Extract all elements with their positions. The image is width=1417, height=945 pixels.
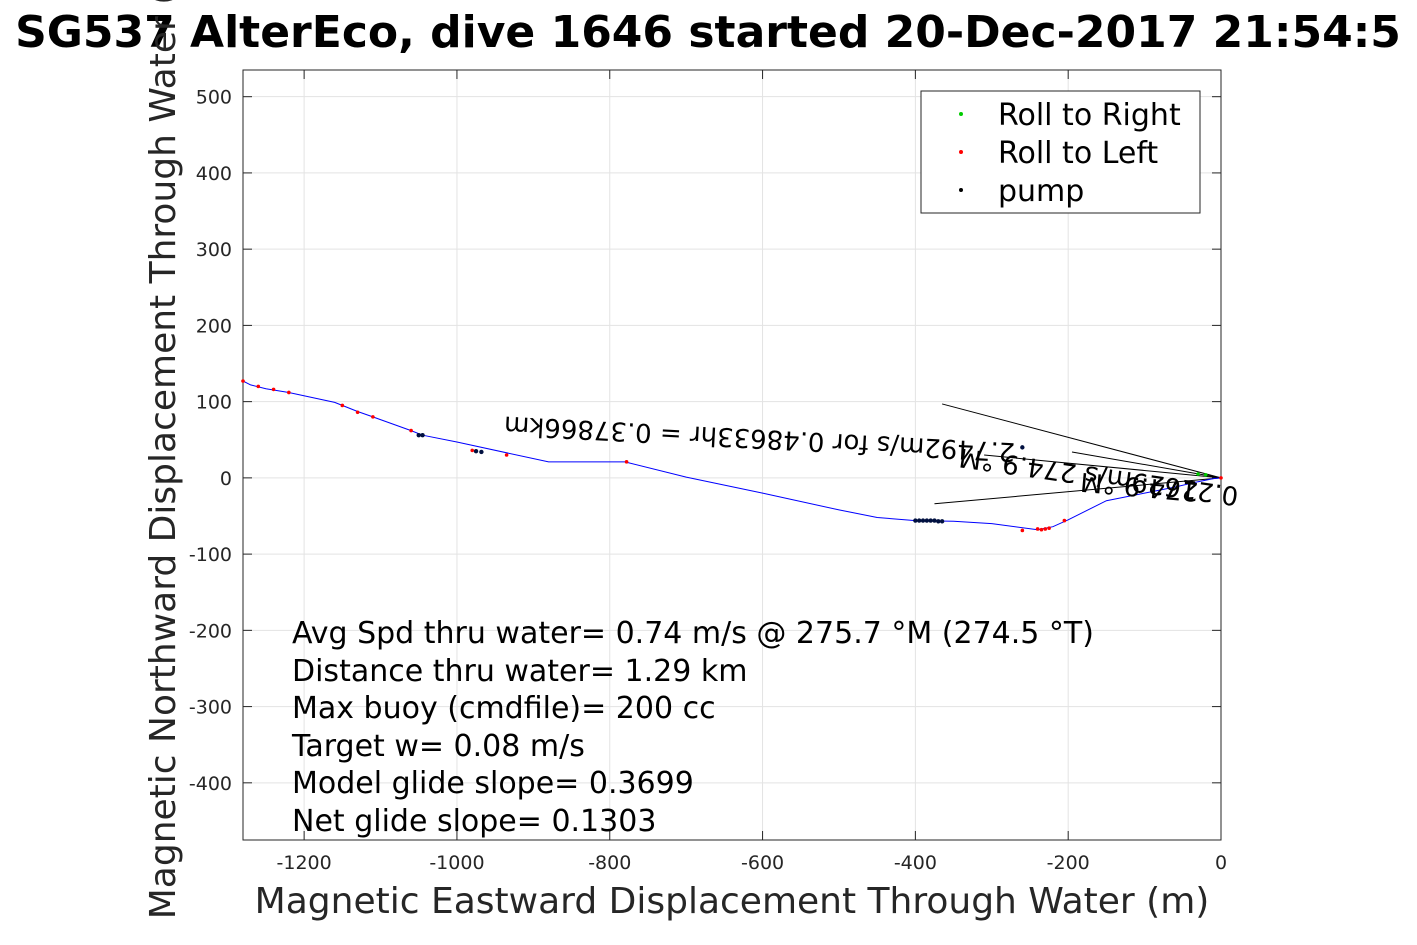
- y-axis-label: Magnetic Northward Displacement Through …: [143, 0, 184, 919]
- roll-left-point: [241, 379, 245, 383]
- roll-left-point: [287, 390, 291, 395]
- stat-target-w: Target w= 0.08 m/s: [291, 729, 585, 764]
- x-tick-label: -1000: [429, 852, 484, 874]
- roll-left-point: [271, 387, 276, 392]
- y-tick-label: -300: [189, 697, 232, 719]
- axis-ticks: -1200 -1000 -800 -600 -400 -200 05004003002001…: [189, 70, 1227, 874]
- annotation-text: 274.9 °M: [1079, 466, 1199, 506]
- stat-avg-speed: Avg Spd thru water= 0.74 m/s @ 275.7 °M …: [292, 616, 1094, 651]
- stat-model-glide: Model glide slope= 0.3699: [292, 766, 694, 801]
- roll-left-point: [1219, 476, 1223, 480]
- y-tick-label: -100: [189, 544, 232, 566]
- x-tick-label: -200: [1047, 852, 1090, 874]
- legend-label-roll-right: Roll to Right: [998, 98, 1181, 133]
- pump-point: [939, 519, 945, 524]
- y-tick-label: -200: [189, 620, 232, 642]
- y-tick-label: 500: [196, 87, 232, 109]
- roll-left-point: [624, 460, 629, 464]
- series-group: [241, 379, 1223, 533]
- pump-point: [420, 432, 425, 438]
- legend-label-roll-left: Roll to Left: [998, 136, 1158, 171]
- flipped-annotation-distance: 2.7492m/s for 0.48633hr = 0.37866km: [503, 410, 1016, 467]
- pump-point: [479, 449, 484, 455]
- roll-right-point: [1203, 473, 1208, 477]
- y-tick-label: 0: [220, 468, 232, 490]
- pump-point: [920, 518, 926, 523]
- pump-point: [473, 448, 479, 454]
- annotation-text: 2.7492m/s for 0.48633hr = 0.37866km: [503, 410, 1016, 467]
- x-tick-label: 0: [1215, 852, 1227, 874]
- axes-box: [242, 69, 1222, 841]
- x-tick-label: -600: [741, 852, 784, 874]
- pump-point: [928, 518, 933, 523]
- roll-left-point: [1039, 527, 1044, 532]
- y-tick-label: 100: [196, 392, 232, 414]
- roll-right-point: [1196, 472, 1200, 476]
- legend-box: [920, 90, 1201, 214]
- x-tick-label: -400: [894, 852, 937, 874]
- y-tick-label: 400: [196, 163, 232, 185]
- stat-max-buoy: Max buoy (cmdfile)= 200 cc: [292, 691, 716, 726]
- roll-left-point: [409, 428, 413, 433]
- current-vector-line: [941, 403, 1222, 479]
- y-tick-label: 200: [196, 315, 232, 337]
- legend-label-pump: pump: [998, 174, 1084, 209]
- pump-point: [936, 519, 941, 524]
- stats-block: Avg Spd thru water= 0.74 m/s @ 275.7 °M …: [291, 616, 1094, 839]
- pump-point: [924, 518, 930, 523]
- stat-net-glide: Net glide slope= 0.1303: [292, 804, 656, 839]
- legend-marker-roll-right: [959, 112, 963, 116]
- track-line: [242, 380, 1222, 531]
- x-axis-label: Magnetic Eastward Displacement Through W…: [255, 881, 1210, 922]
- roll-left-point: [504, 453, 509, 457]
- legend-marker-roll-left: [959, 150, 963, 154]
- roll-left-point: [355, 410, 360, 415]
- roll-left-point: [470, 448, 475, 453]
- current-vector-line: [1071, 451, 1222, 479]
- roll-left-point: [256, 384, 261, 389]
- roll-left-point: [340, 403, 345, 408]
- roll-left-point: [1062, 518, 1067, 523]
- roll-left-point: [371, 415, 375, 419]
- legend-marker-pump: [959, 188, 963, 192]
- roll-left-point: [1020, 528, 1025, 533]
- flipped-annotation-heading: 274.9 °M: [1079, 466, 1199, 506]
- x-tick-label: -800: [588, 852, 631, 874]
- roll-left-point: [1035, 527, 1040, 531]
- pump-point: [416, 432, 421, 438]
- roll-left-point: [1043, 527, 1048, 531]
- current-vector-line: [984, 454, 1222, 479]
- y-tick-label: 300: [196, 239, 232, 261]
- legend: Roll to Right Roll to Left pump: [920, 90, 1201, 214]
- chart-title: SG537 AlterEco, dive 1646 started 20-Dec…: [15, 7, 1401, 58]
- x-tick-label: -1200: [277, 852, 332, 874]
- pump-point: [1020, 445, 1025, 450]
- roll-left-point: [1047, 526, 1051, 530]
- y-tick-label: -400: [189, 773, 232, 795]
- pump-point: [913, 518, 918, 523]
- current-vector-line: [934, 477, 1222, 505]
- pump-point: [916, 518, 922, 523]
- stat-distance: Distance thru water= 1.29 km: [292, 654, 747, 689]
- pump-point: [932, 518, 937, 523]
